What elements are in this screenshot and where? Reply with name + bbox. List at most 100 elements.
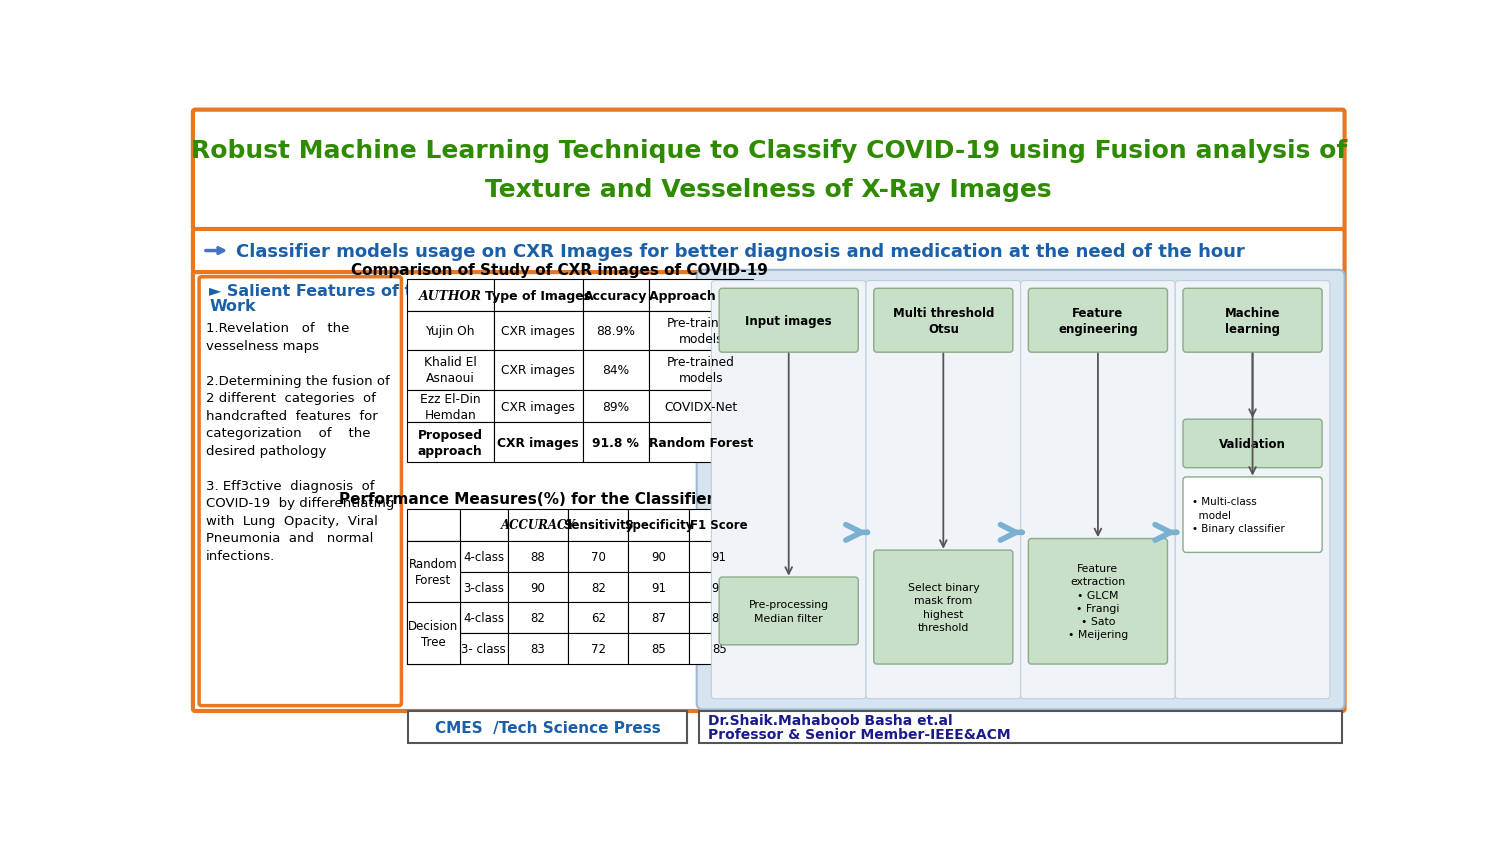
Text: ACCURACY: ACCURACY	[501, 518, 574, 532]
Bar	[406, 572, 459, 603]
Bar	[699, 711, 1342, 744]
FancyBboxPatch shape	[1020, 281, 1174, 699]
Text: 89%: 89%	[602, 400, 630, 413]
FancyBboxPatch shape	[200, 278, 402, 706]
Bar	[507, 541, 568, 572]
Bar	[648, 279, 753, 312]
Bar	[406, 312, 494, 350]
Bar	[582, 350, 648, 391]
Bar	[494, 391, 582, 423]
Bar	[568, 634, 628, 664]
Text: 91.8 %: 91.8 %	[592, 436, 639, 449]
Text: Pre-processing
Median filter: Pre-processing Median filter	[748, 599, 830, 623]
Bar	[568, 603, 628, 634]
Bar	[628, 634, 688, 664]
FancyBboxPatch shape	[1184, 419, 1322, 468]
Bar	[459, 541, 507, 572]
Bar	[507, 634, 568, 664]
Text: 1.Revelation   of   the
vesselness maps

2.Determining the fusion of
2 different: 1.Revelation of the vesselness maps 2.De…	[206, 322, 394, 562]
Text: AUTHOR: AUTHOR	[419, 289, 482, 302]
FancyBboxPatch shape	[718, 289, 858, 353]
Text: Khalid El
Asnaoui: Khalid El Asnaoui	[424, 356, 477, 385]
Bar	[406, 603, 459, 634]
Bar	[688, 541, 750, 572]
Text: Performance Measures(%) for the Classifier Models: Performance Measures(%) for the Classifi…	[339, 491, 780, 506]
Bar	[406, 603, 459, 664]
Bar	[459, 603, 507, 634]
Bar	[406, 279, 494, 312]
Bar	[688, 572, 750, 603]
Bar	[688, 634, 750, 664]
Text: Machine
learning: Machine learning	[1226, 306, 1281, 335]
FancyBboxPatch shape	[1029, 289, 1167, 353]
Bar	[406, 634, 459, 664]
Text: Random
Forest: Random Forest	[410, 558, 458, 587]
FancyBboxPatch shape	[711, 281, 866, 699]
Text: CXR images: CXR images	[501, 400, 574, 413]
Text: F1 Score: F1 Score	[690, 518, 748, 532]
Bar	[568, 509, 628, 541]
Bar	[582, 391, 648, 423]
Text: CXR images: CXR images	[501, 325, 574, 338]
Text: Comparison of Study of CXR images of COVID-19: Comparison of Study of CXR images of COV…	[351, 262, 768, 277]
Text: Type of Images: Type of Images	[484, 289, 591, 302]
Text: Accuracy: Accuracy	[584, 289, 648, 302]
Bar	[459, 572, 507, 603]
FancyBboxPatch shape	[194, 272, 1344, 711]
FancyBboxPatch shape	[865, 281, 1020, 699]
Bar	[494, 350, 582, 391]
Bar	[568, 541, 628, 572]
Text: Select binary
mask from
highest
threshold: Select binary mask from highest threshol…	[908, 582, 980, 632]
FancyBboxPatch shape	[1184, 478, 1322, 553]
Text: 84%: 84%	[602, 364, 630, 377]
Bar	[406, 423, 494, 463]
Bar	[494, 312, 582, 350]
Text: 88: 88	[531, 550, 544, 563]
Text: Specificity: Specificity	[624, 518, 693, 532]
Text: CXR images: CXR images	[498, 436, 579, 449]
Text: Sensitivity: Sensitivity	[562, 518, 633, 532]
Text: Input images: Input images	[746, 314, 833, 327]
Text: 90: 90	[651, 550, 666, 563]
Bar	[688, 509, 750, 541]
Text: Professor & Senior Member-IEEE&ACM: Professor & Senior Member-IEEE&ACM	[708, 728, 1011, 741]
Text: 91: 91	[711, 550, 726, 563]
Bar	[406, 391, 494, 423]
Text: COVIDX-Net: COVIDX-Net	[664, 400, 738, 413]
Text: Feature
engineering: Feature engineering	[1058, 306, 1138, 335]
Text: Random Forest: Random Forest	[650, 436, 753, 449]
Bar	[408, 711, 687, 744]
Text: 62: 62	[591, 612, 606, 625]
Bar	[648, 391, 753, 423]
Bar	[406, 541, 459, 603]
Bar	[459, 634, 507, 664]
Text: 82: 82	[531, 612, 544, 625]
Bar	[648, 312, 753, 350]
Bar	[582, 279, 648, 312]
Text: 88.9%: 88.9%	[596, 325, 634, 338]
Bar	[688, 603, 750, 634]
Text: 4-class: 4-class	[464, 612, 504, 625]
Text: Proposed
approach: Proposed approach	[417, 428, 483, 457]
Text: 87: 87	[651, 612, 666, 625]
Text: ► Salient Features of the: ► Salient Features of the	[209, 284, 435, 299]
Text: Yujin Oh: Yujin Oh	[426, 325, 476, 338]
Text: Work: Work	[209, 299, 256, 314]
Text: Robust Machine Learning Technique to Classify COVID-19 using Fusion analysis of: Robust Machine Learning Technique to Cla…	[190, 139, 1347, 163]
Bar	[406, 541, 459, 572]
Text: Classifier models usage on CXR Images for better diagnosis and medication at the: Classifier models usage on CXR Images fo…	[236, 242, 1245, 260]
Text: 90: 90	[531, 581, 544, 594]
Bar	[628, 603, 688, 634]
Text: Pre-trained
models: Pre-trained models	[668, 316, 735, 346]
Text: 82: 82	[591, 581, 606, 594]
Bar	[628, 541, 688, 572]
Bar	[628, 509, 688, 541]
FancyBboxPatch shape	[194, 111, 1344, 230]
Text: 83: 83	[531, 642, 544, 655]
Text: Random
Forest: Random Forest	[410, 542, 458, 571]
FancyBboxPatch shape	[1029, 538, 1167, 664]
Text: Feature
extraction
• GLCM
• Frangi
• Sato
• Meijering: Feature extraction • GLCM • Frangi • Sat…	[1068, 564, 1128, 640]
Text: 85: 85	[712, 642, 726, 655]
Text: Dr.Shaik.Mahaboob Basha et.al: Dr.Shaik.Mahaboob Basha et.al	[708, 713, 952, 728]
Text: CXR images: CXR images	[501, 364, 574, 377]
